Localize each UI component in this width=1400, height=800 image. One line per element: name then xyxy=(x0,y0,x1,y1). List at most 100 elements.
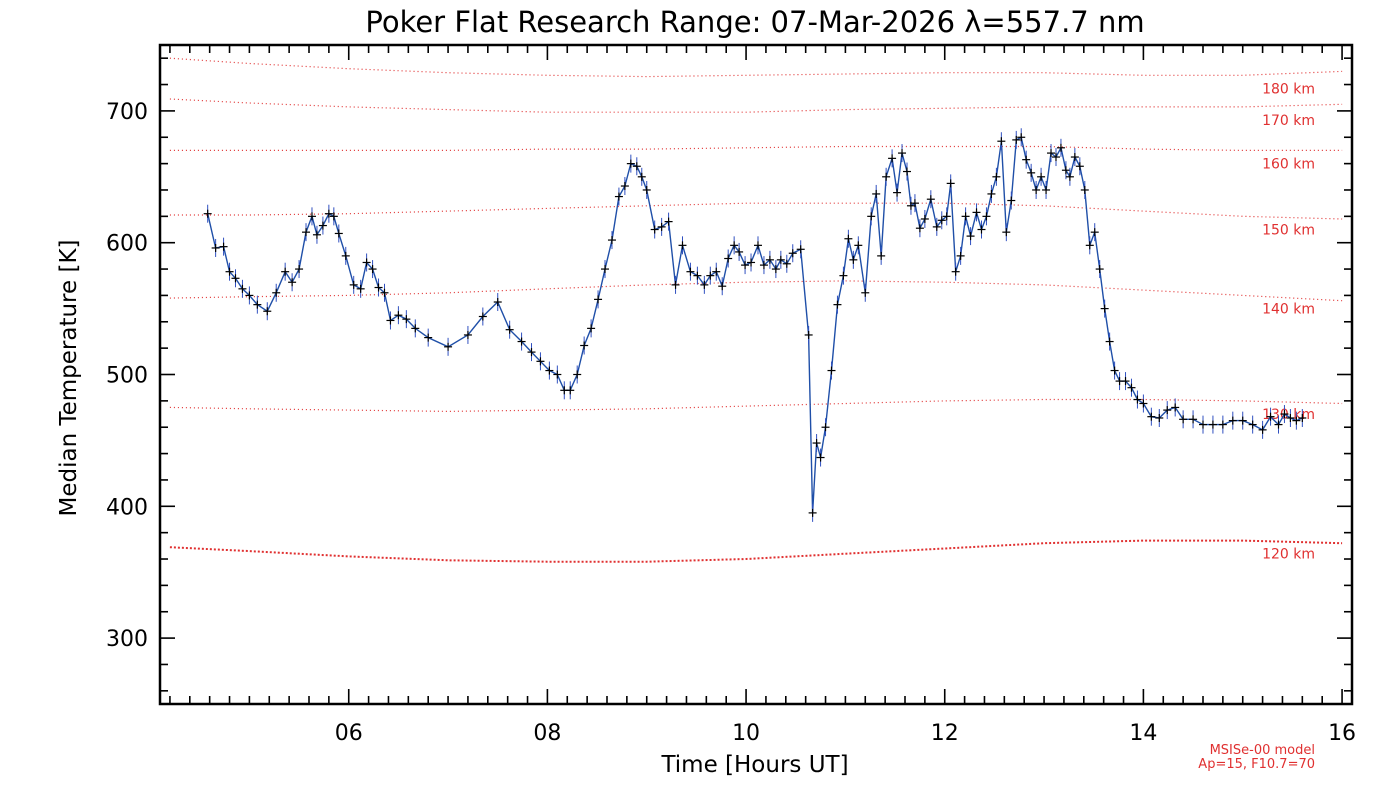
y-tick-label: 300 xyxy=(106,627,148,652)
data-point xyxy=(747,253,756,272)
data-point xyxy=(759,256,768,275)
data-point xyxy=(573,365,582,384)
data-point xyxy=(700,275,709,294)
data-point xyxy=(1286,408,1295,427)
data-point xyxy=(833,295,842,314)
data-point xyxy=(386,311,395,330)
data-point xyxy=(245,286,254,305)
data-point xyxy=(281,262,290,281)
data-point xyxy=(1266,407,1275,426)
data-point xyxy=(302,223,311,242)
data-point xyxy=(915,219,924,238)
x-tick-label: 06 xyxy=(335,721,363,746)
data-point xyxy=(1179,410,1188,429)
data-point xyxy=(765,250,774,269)
data-point xyxy=(735,242,744,261)
data-point xyxy=(307,207,316,226)
data-point xyxy=(712,262,721,281)
data-point xyxy=(632,157,641,176)
x-tick-label: 14 xyxy=(1129,721,1157,746)
data-point xyxy=(1139,394,1148,413)
data-point xyxy=(1085,236,1094,255)
data-point xyxy=(861,283,870,302)
data-point xyxy=(706,266,715,285)
data-point xyxy=(942,207,951,226)
temperature-line xyxy=(207,136,1303,513)
data-point xyxy=(956,246,965,265)
data-point xyxy=(225,262,234,281)
data-point xyxy=(966,227,975,246)
model-curve-180km xyxy=(169,57,1343,78)
data-point xyxy=(839,266,848,285)
data-point xyxy=(910,194,919,213)
model-curve-label: 150 km xyxy=(1262,222,1315,238)
data-point xyxy=(650,220,659,239)
y-tick-label: 500 xyxy=(106,364,148,389)
data-point xyxy=(295,260,304,279)
data-point xyxy=(1189,410,1198,429)
data-point xyxy=(816,448,825,467)
data-point xyxy=(349,275,358,294)
data-point xyxy=(961,207,970,226)
data-point xyxy=(1248,415,1257,434)
data-point xyxy=(977,220,986,239)
data-point xyxy=(424,328,433,347)
data-point xyxy=(1121,372,1130,391)
data-point xyxy=(1274,415,1283,434)
data-point xyxy=(1051,148,1060,167)
x-tick-label: 16 xyxy=(1328,721,1356,746)
data-point xyxy=(877,246,886,265)
data-point xyxy=(902,162,911,181)
data-point xyxy=(587,319,596,338)
data-point xyxy=(1171,398,1180,417)
data-point xyxy=(724,249,733,268)
data-point xyxy=(253,295,262,314)
y-tick-label: 700 xyxy=(106,100,148,125)
model-curve-120km xyxy=(169,539,1343,563)
data-point xyxy=(318,216,327,235)
data-point xyxy=(493,293,502,312)
data-point xyxy=(1095,260,1104,279)
model-curve-140km xyxy=(169,280,1343,302)
data-point xyxy=(671,275,680,294)
x-axis-label: Time [Hours UT] xyxy=(660,752,848,778)
data-point xyxy=(380,283,389,302)
data-point xyxy=(356,279,365,298)
data-point xyxy=(718,277,727,296)
data-point xyxy=(238,279,247,298)
data-point xyxy=(882,167,891,186)
data-point xyxy=(411,319,420,338)
data-point xyxy=(1047,144,1056,163)
model-curve-label: 180 km xyxy=(1262,81,1315,97)
data-point xyxy=(1002,223,1011,242)
data-point xyxy=(893,183,902,202)
data-point xyxy=(620,177,629,196)
data-point xyxy=(992,167,1001,186)
data-point xyxy=(1090,223,1099,242)
data-point xyxy=(771,260,780,279)
data-point xyxy=(566,381,575,400)
data-point xyxy=(872,184,881,203)
data-point xyxy=(545,361,554,380)
y-tick-label: 400 xyxy=(106,495,148,520)
data-point xyxy=(1070,148,1079,167)
data-point xyxy=(987,184,996,203)
y-tick-label: 600 xyxy=(106,232,148,257)
data-point xyxy=(1298,408,1307,427)
data-point xyxy=(263,302,272,321)
data-point xyxy=(1238,411,1247,430)
data-point xyxy=(626,154,635,173)
data-point xyxy=(601,260,610,279)
data-point xyxy=(937,211,946,230)
model-curve-label: 140 km xyxy=(1262,301,1315,317)
data-point xyxy=(368,260,377,279)
model-curve-150km xyxy=(169,202,1343,220)
data-point xyxy=(1258,420,1267,439)
data-point xyxy=(926,190,935,209)
data-point xyxy=(1280,405,1289,424)
data-point xyxy=(1110,361,1119,380)
data-point xyxy=(1007,191,1016,210)
data-point xyxy=(642,180,651,199)
data-point xyxy=(231,269,240,288)
